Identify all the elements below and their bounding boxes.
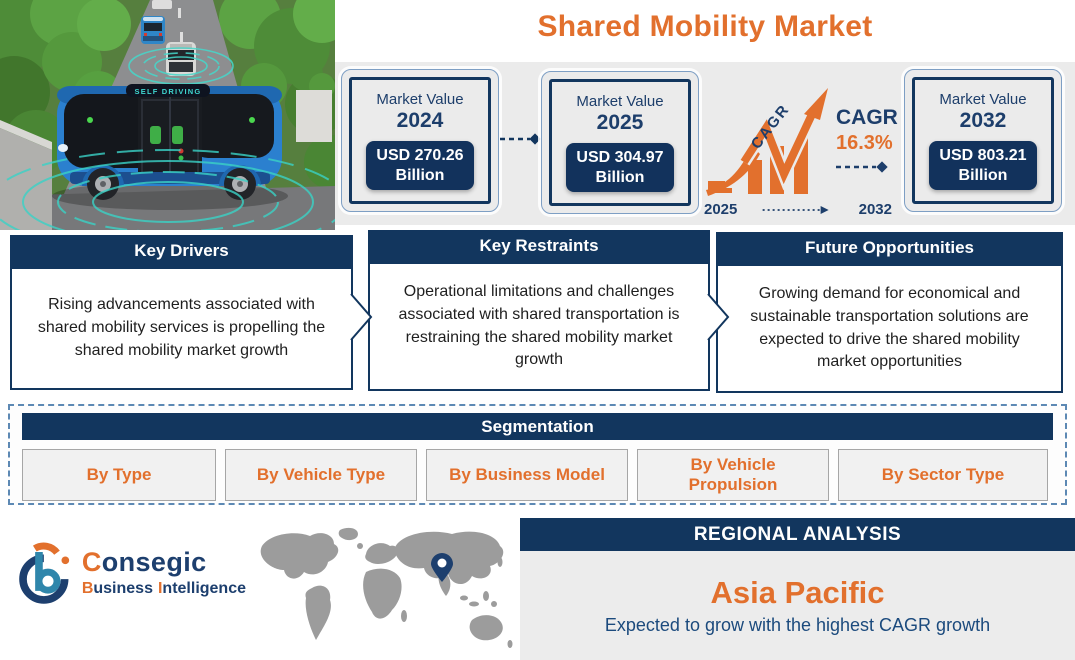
barrier xyxy=(0,128,52,230)
cagr-value: 16.3% xyxy=(836,132,893,154)
hero-photo-self-driving-shuttle: SELF DRIVING xyxy=(0,0,358,255)
chevron-connector-icon xyxy=(707,292,731,347)
market-value-year: 2032 xyxy=(959,109,1007,133)
future-opportunities-header: Future Opportunities xyxy=(716,232,1063,264)
market-value-label: Market Value xyxy=(939,91,1027,109)
key-restraints-panel: Key Restraints Operational limitations a… xyxy=(368,230,710,391)
key-restraints-header: Key Restraints xyxy=(368,230,710,262)
market-value-amount: USD 304.97 Billion xyxy=(566,143,674,192)
consegic-logo-icon xyxy=(19,538,78,604)
key-drivers-text: Rising advancements associated with shar… xyxy=(37,296,326,359)
segment-by-sector-type: By Sector Type xyxy=(838,449,1048,501)
continents xyxy=(260,527,513,648)
barrier-top xyxy=(0,120,52,150)
market-value-year: 2024 xyxy=(396,109,444,133)
chevron-connector-icon xyxy=(350,292,374,347)
consegic-logo: Consegic Business Intelligence xyxy=(14,520,246,625)
logo-brand-name: Consegic xyxy=(81,546,207,577)
cagr-end-year: 2032 xyxy=(858,201,892,218)
future-opportunities-panel: Future Opportunities Growing demand for … xyxy=(716,232,1063,393)
segmentation-header: Segmentation xyxy=(22,413,1053,440)
regional-analysis-header: REGIONAL ANALYSIS xyxy=(520,518,1075,551)
market-value-label: Market Value xyxy=(376,91,464,109)
key-drivers-header: Key Drivers xyxy=(10,235,353,267)
market-value-amount: USD 803.21 Billion xyxy=(929,141,1037,190)
regional-subtitle: Expected to grow with the highest CAGR g… xyxy=(604,615,991,635)
market-value-year: 2025 xyxy=(596,111,644,135)
segment-by-type: By Type xyxy=(22,449,216,501)
market-value-amount: USD 270.26 Billion xyxy=(366,141,474,190)
dashed-connector-arrow xyxy=(500,132,542,151)
regional-region-name: Asia Pacific xyxy=(710,575,885,610)
foreground-road xyxy=(0,186,335,230)
main-shuttle: SELF DRIVING xyxy=(57,84,282,200)
growth-chart-icon: CAGR xyxy=(706,88,828,196)
segment-by-vehicle-type: By Vehicle Type xyxy=(225,449,417,501)
regional-analysis-section: REGIONAL ANALYSIS Asia Pacific Expected … xyxy=(520,518,1075,660)
market-value-box-2032: Market Value 2032 USD 803.21 Billion xyxy=(904,69,1062,212)
world-map xyxy=(248,524,516,660)
self-driving-sign-text: SELF DRIVING xyxy=(135,87,202,96)
background-van xyxy=(152,0,172,9)
market-value-label: Market Value xyxy=(576,93,664,111)
market-value-box-2024: Market Value 2024 USD 270.26 Billion xyxy=(341,69,499,212)
cagr-graphic: CAGR CAGR 16.3% 2025 2032 xyxy=(700,84,900,218)
market-value-box-2025: Market Value 2025 USD 304.97 Billion xyxy=(541,71,699,214)
key-drivers-panel: Key Drivers Rising advancements associat… xyxy=(10,235,353,390)
future-opportunities-text: Growing demand for economical and sustai… xyxy=(750,285,1029,371)
cagr-label: CAGR xyxy=(836,106,898,129)
background-shuttle xyxy=(166,42,196,76)
hero-illustration: SELF DRIVING xyxy=(0,0,358,255)
logo-brand-tagline: Business Intelligence xyxy=(81,579,246,597)
segment-by-vehicle-propulsion: By Vehicle Propulsion xyxy=(637,449,829,501)
location-pin-icon xyxy=(431,553,453,582)
background-bus xyxy=(141,16,165,44)
planter xyxy=(296,90,332,142)
page-title: Shared Mobility Market xyxy=(537,10,873,43)
key-restraints-text: Operational limitations and challenges a… xyxy=(398,283,680,369)
cagr-start-year: 2025 xyxy=(704,201,738,218)
dotted-arrow xyxy=(763,205,829,214)
segmentation-section: Segmentation By Type By Vehicle Type By … xyxy=(8,404,1067,505)
segment-by-business-model: By Business Model xyxy=(426,449,628,501)
dashed-diamond-arrow xyxy=(836,161,888,173)
